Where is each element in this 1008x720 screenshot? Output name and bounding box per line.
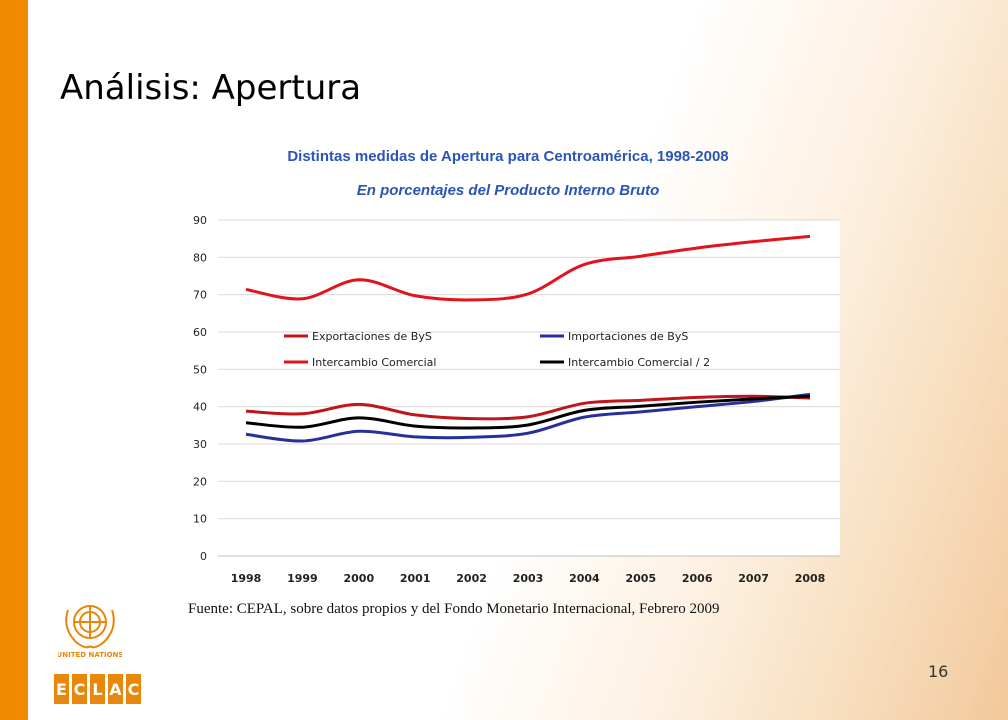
x-tick-label: 2006: [682, 572, 713, 585]
un-logo-text: UNITED NATIONS: [58, 651, 122, 659]
x-tick-label: 2005: [625, 572, 656, 585]
eclac-letter: C: [74, 680, 86, 699]
chart-subtitle: En porcentajes del Producto Interno Brut…: [356, 182, 660, 199]
slide-title: Análisis: Apertura: [60, 68, 362, 108]
un-emblem-icon: UNITED NATIONS: [58, 605, 122, 659]
legend-label: Importaciones de ByS: [568, 330, 688, 343]
x-tick-label: 2004: [569, 572, 600, 585]
eclac-letter: L: [92, 680, 102, 699]
x-tick-label: 2003: [513, 572, 544, 585]
series-line-importaciones: [245, 392, 811, 443]
eclac-letter: A: [109, 680, 122, 699]
y-tick-label: 10: [193, 513, 207, 526]
eclac-letter: E: [56, 680, 67, 699]
x-tick-label: 1999: [287, 572, 318, 585]
y-tick-label: 40: [193, 401, 207, 414]
x-tick-label: 2000: [343, 572, 374, 585]
source-note: Fuente: CEPAL, sobre datos propios y del…: [188, 601, 720, 617]
legend-label: Exportaciones de ByS: [312, 330, 432, 343]
x-tick-label: 1998: [231, 572, 262, 585]
y-tick-label: 50: [193, 363, 207, 376]
y-tick-label: 30: [193, 438, 207, 451]
chart-title: Distintas medidas de Apertura para Centr…: [287, 148, 729, 165]
eclac-letter: C: [128, 680, 140, 699]
legend-label: Intercambio Comercial / 2: [568, 356, 710, 369]
y-tick-label: 20: [193, 475, 207, 488]
series-line-intercambio-half: [245, 394, 811, 430]
x-tick-label: 2001: [400, 572, 431, 585]
x-tick-label: 2007: [738, 572, 769, 585]
x-tick-label: 2008: [795, 572, 826, 585]
eclac-logo: E C L A C: [54, 674, 141, 704]
legend-label: Intercambio Comercial: [312, 356, 436, 369]
accent-side-bar: [0, 0, 28, 720]
y-tick-label: 0: [200, 550, 207, 563]
y-tick-label: 90: [193, 214, 207, 227]
series-line-exportaciones: [245, 394, 811, 421]
y-tick-label: 70: [193, 289, 207, 302]
x-tick-label: 2002: [456, 572, 487, 585]
page-number: 16: [928, 662, 949, 681]
y-tick-label: 60: [193, 326, 207, 339]
series-line-intercambio: [245, 234, 811, 302]
plot-area: [218, 220, 840, 556]
y-tick-label: 80: [193, 251, 207, 264]
